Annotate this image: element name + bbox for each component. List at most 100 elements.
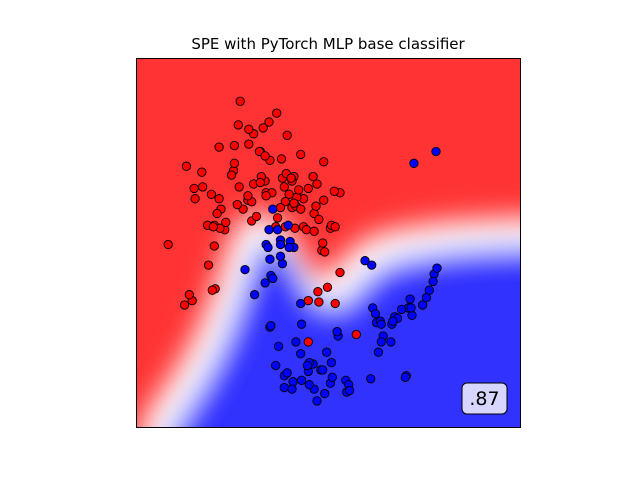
- point-class-1: [431, 146, 441, 157]
- point-class-1: [271, 360, 281, 371]
- point-class-1: [296, 349, 306, 359]
- point-class-1: [332, 326, 342, 337]
- chart-title: SPE with PyTorch MLP base classifier: [191, 35, 465, 53]
- point-class-1: [428, 276, 438, 287]
- point-class-1: [268, 204, 278, 214]
- score-label: .87: [469, 388, 499, 410]
- point-class-0: [319, 195, 329, 205]
- point-class-0: [163, 239, 173, 250]
- point-class-0: [286, 173, 296, 183]
- point-class-1: [284, 242, 294, 253]
- class-1-region: [174, 242, 521, 428]
- point-class-0: [233, 120, 243, 130]
- point-class-0: [232, 199, 242, 210]
- point-class-0: [322, 282, 333, 292]
- point-class-0: [189, 183, 199, 194]
- point-class-0: [351, 329, 361, 340]
- point-class-0: [181, 161, 192, 171]
- point-class-0: [319, 157, 329, 167]
- point-class-1: [263, 242, 273, 253]
- point-class-1: [409, 158, 419, 168]
- point-class-1: [318, 365, 328, 375]
- point-class-1: [344, 385, 355, 396]
- point-class-0: [282, 130, 292, 140]
- point-class-1: [373, 347, 384, 357]
- point-class-0: [203, 260, 214, 270]
- point-class-0: [272, 108, 282, 118]
- point-class-1: [302, 360, 313, 371]
- point-class-0: [208, 222, 218, 232]
- point-class-0: [244, 124, 254, 134]
- point-class-1: [264, 225, 274, 235]
- point-class-1: [386, 337, 396, 347]
- point-class-0: [309, 226, 319, 236]
- point-class-1: [396, 304, 407, 315]
- point-class-1: [265, 254, 275, 264]
- scatter-points: [163, 96, 442, 406]
- point-class-0: [329, 186, 339, 196]
- point-class-0: [261, 191, 271, 201]
- point-class-0: [303, 337, 313, 347]
- score-box: .87: [461, 382, 508, 415]
- point-class-0: [318, 238, 328, 248]
- point-class-0: [330, 222, 340, 232]
- point-class-0: [296, 204, 306, 214]
- point-class-0: [179, 300, 190, 310]
- point-class-0: [279, 182, 289, 192]
- point-class-0: [260, 151, 270, 161]
- point-class-1: [272, 225, 283, 235]
- point-class-0: [308, 171, 318, 182]
- point-class-1: [367, 260, 377, 270]
- point-class-1: [400, 372, 410, 382]
- point-class-1: [370, 309, 381, 319]
- point-class-1: [283, 220, 293, 230]
- point-class-0: [335, 267, 345, 278]
- plot-area: [136, 58, 521, 428]
- point-class-0: [212, 208, 222, 219]
- point-class-0: [229, 158, 240, 168]
- point-class-1: [296, 298, 306, 309]
- point-class-1: [376, 337, 386, 347]
- point-class-0: [264, 117, 274, 127]
- point-class-0: [206, 189, 217, 199]
- point-class-1: [360, 256, 370, 266]
- point-class-0: [284, 189, 294, 199]
- point-class-1: [405, 294, 415, 304]
- point-class-1: [327, 372, 337, 382]
- point-class-0: [190, 194, 200, 204]
- point-class-0: [303, 183, 313, 194]
- point-class-0: [207, 285, 217, 295]
- point-class-0: [275, 202, 286, 213]
- point-class-0: [330, 298, 340, 309]
- point-class-0: [272, 213, 283, 223]
- point-class-1: [421, 292, 432, 303]
- point-class-0: [234, 182, 244, 192]
- point-class-1: [406, 303, 416, 313]
- point-class-1: [320, 388, 330, 399]
- point-class-1: [266, 321, 276, 331]
- point-class-1: [321, 347, 332, 357]
- point-class-1: [268, 273, 278, 284]
- point-class-1: [275, 239, 286, 250]
- point-class-1: [291, 337, 301, 347]
- point-class-0: [296, 149, 306, 160]
- point-class-1: [273, 341, 284, 351]
- point-class-0: [255, 177, 265, 188]
- point-class-0: [294, 185, 304, 195]
- point-class-0: [314, 214, 324, 225]
- point-class-0: [229, 140, 240, 151]
- point-class-1: [326, 357, 337, 368]
- point-class-0: [235, 96, 245, 106]
- point-class-1: [304, 380, 314, 390]
- point-class-0: [244, 139, 254, 149]
- point-class-0: [311, 201, 321, 211]
- point-class-0: [209, 241, 219, 251]
- point-class-1: [296, 319, 307, 329]
- point-class-0: [301, 225, 312, 235]
- point-class-0: [251, 211, 262, 222]
- point-class-0: [214, 194, 224, 204]
- point-class-1: [282, 368, 292, 378]
- point-class-0: [320, 247, 330, 257]
- point-class-1: [249, 290, 260, 300]
- point-class-1: [240, 264, 250, 275]
